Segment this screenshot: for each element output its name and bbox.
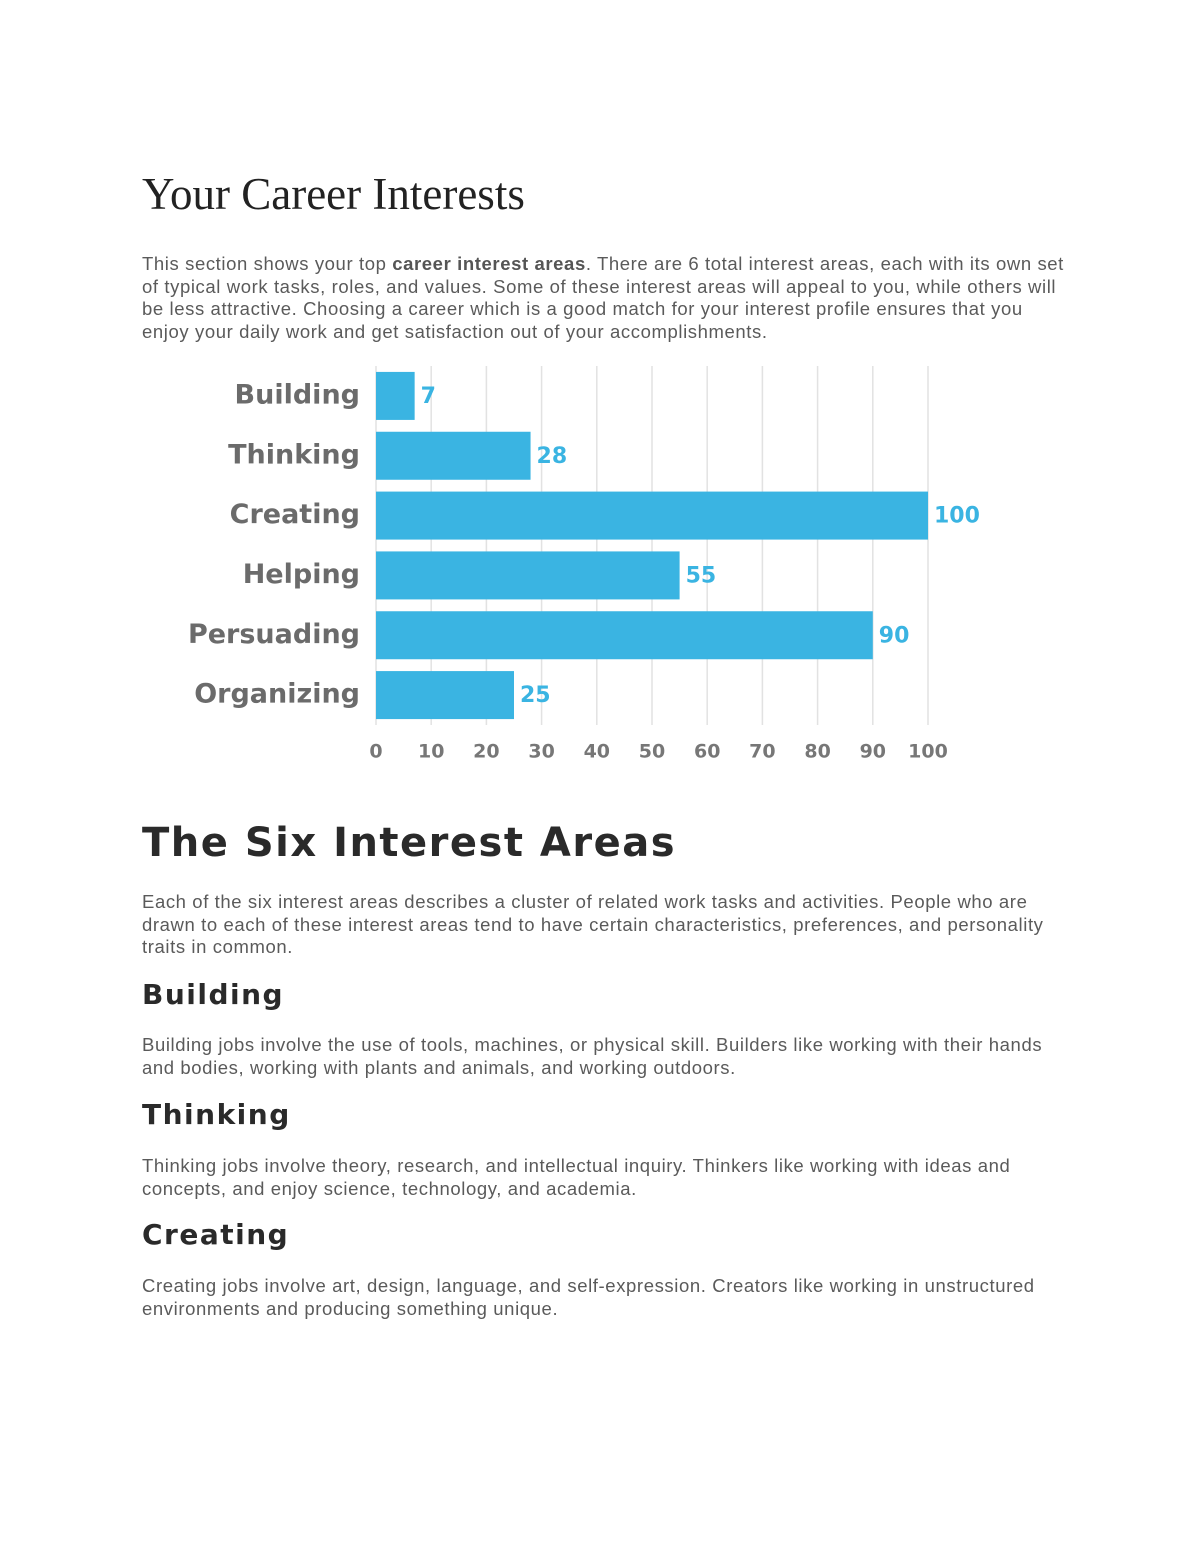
- x-tick-label: 40: [584, 741, 610, 763]
- x-tick-label: 60: [694, 741, 720, 763]
- intro-bold: career interest areas: [392, 253, 586, 274]
- value-label: 90: [879, 623, 910, 648]
- value-label: 55: [686, 563, 717, 588]
- area-text: Thinking jobs involve theory, research, …: [142, 1155, 1011, 1199]
- y-tick-label: Persuading: [188, 619, 360, 650]
- x-tick-label: 50: [639, 741, 665, 763]
- x-tick-label: 0: [369, 741, 382, 763]
- x-tick-label: 80: [804, 741, 830, 763]
- bar: [376, 431, 531, 480]
- x-tick-label: 100: [908, 741, 948, 763]
- x-tick-label: 10: [418, 741, 444, 763]
- y-tick-label: Helping: [243, 559, 360, 590]
- value-label: 7: [421, 384, 436, 409]
- bar: [376, 491, 928, 540]
- bar: [376, 371, 415, 420]
- page-title: Your Career Interests: [142, 169, 525, 219]
- y-tick-label: Building: [235, 379, 360, 410]
- y-tick-label: Creating: [230, 499, 360, 530]
- section-text: Each of the six interest areas describes…: [142, 891, 1044, 958]
- x-tick-label: 90: [860, 741, 886, 763]
- chart: 0 10 20 30 40 50 60 70 80 90 100 Building 7 Thinking 2…: [188, 366, 980, 763]
- x-tick-label: 30: [528, 741, 554, 763]
- y-tick-label: Thinking: [228, 439, 360, 470]
- x-tick-label: 20: [473, 741, 499, 763]
- value-label: 100: [934, 504, 980, 529]
- area-text: Building jobs involve the use of tools, …: [142, 1034, 1043, 1078]
- y-tick-label: Organizing: [194, 679, 360, 710]
- section-title: The Six Interest Areas: [142, 820, 676, 866]
- intro: This section shows your top career inter…: [142, 253, 1067, 343]
- area-text: Creating jobs involve art, design, langu…: [142, 1275, 1035, 1319]
- area-title: Thinking: [142, 1098, 291, 1131]
- x-tick-label: 70: [749, 741, 775, 763]
- bar: [376, 611, 873, 660]
- bar: [376, 551, 680, 600]
- value-label: 25: [520, 683, 551, 708]
- intro-text: . There are 6 total interest areas, each…: [142, 253, 1064, 342]
- value-label: 28: [537, 444, 568, 469]
- intro-text: This section shows your top: [142, 253, 393, 274]
- area-title: Creating: [142, 1218, 290, 1251]
- bar: [376, 671, 514, 720]
- area-title: Building: [142, 978, 285, 1011]
